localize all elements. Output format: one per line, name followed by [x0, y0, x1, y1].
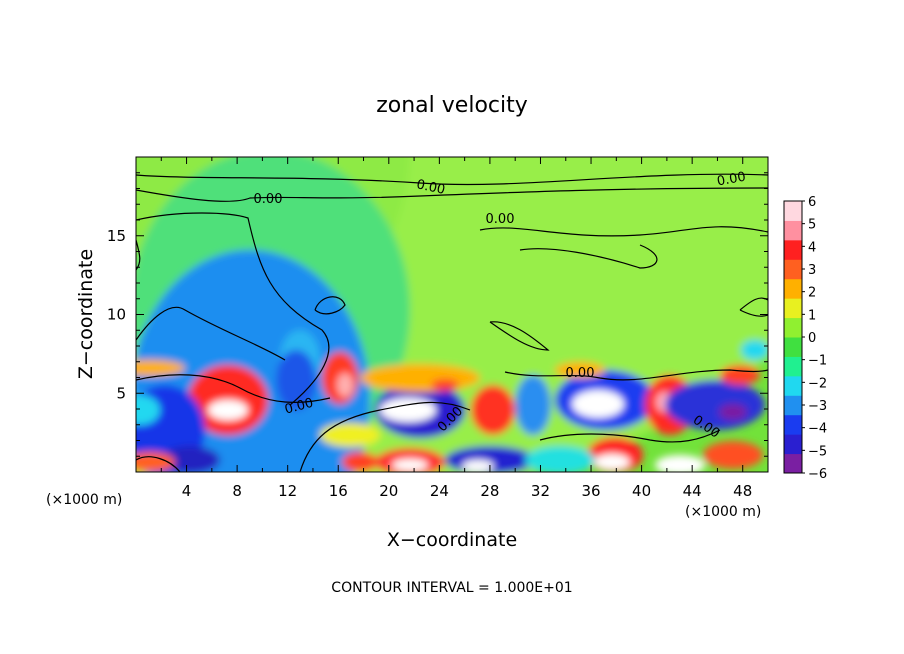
colorbar-label: −2 [808, 376, 827, 391]
field-blob [555, 362, 605, 378]
field-blob [136, 360, 185, 376]
colorbar-swatch [784, 239, 802, 260]
x-tick-label: 44 [683, 482, 702, 500]
x-tick-label: 4 [182, 482, 192, 500]
field-blob [471, 385, 515, 435]
field-blob [741, 340, 768, 360]
x-tick-label: 40 [632, 482, 651, 500]
colorbar-label: 2 [808, 286, 816, 301]
field-blob [462, 460, 494, 472]
contour-line [314, 296, 346, 315]
colorbar-swatch [784, 356, 802, 377]
colorbar-label: 0 [808, 331, 816, 346]
field-blob [160, 446, 220, 472]
x-tick-label: 28 [480, 482, 499, 500]
colorbar-swatch [784, 375, 802, 396]
contour-line [299, 401, 471, 472]
colorbar-label: −1 [808, 354, 827, 369]
x-tick-label: 24 [430, 482, 449, 500]
colorbar-swatch [784, 201, 802, 221]
field-blob [320, 423, 380, 447]
contour-line [136, 239, 141, 271]
colorbar-label: 5 [808, 218, 816, 233]
field-blob [665, 380, 765, 430]
contour-label: 0.00 [486, 212, 515, 227]
field-blob [276, 350, 316, 410]
contour-line [504, 369, 768, 381]
colorbar-swatch [784, 220, 802, 241]
contour-label: 0.00 [716, 170, 747, 190]
contour-line [136, 456, 181, 472]
contour-label: 0.00 [566, 366, 595, 381]
field-blob [337, 373, 353, 397]
field-blob [392, 459, 428, 471]
contour-label: 0.00 [283, 396, 315, 418]
field-blob [360, 364, 480, 392]
colorbar-label: 3 [808, 263, 816, 278]
field-blob [380, 398, 436, 422]
x-tick-label: 20 [379, 482, 398, 500]
colorbar-label: −5 [808, 444, 827, 459]
contour-line [136, 212, 330, 406]
x-axis: 4 8 12 16 20 24 28 32 36 40 44 48 [160, 157, 752, 500]
x-tick-label: 12 [278, 482, 297, 500]
colorbar-label: 1 [808, 308, 816, 323]
y-tick-label: 15 [107, 227, 126, 245]
x-tick-label: 8 [232, 482, 242, 500]
contour-label: 0.00 [254, 192, 283, 207]
colorbar-label: 4 [808, 240, 816, 255]
x-tick-label: 48 [733, 482, 752, 500]
field-blob [136, 395, 160, 425]
colorbar-label: −6 [808, 467, 827, 482]
colorbar-swatch [784, 453, 802, 474]
field-blob [594, 454, 630, 470]
contour-line [136, 374, 331, 403]
colorbar-swatch [784, 337, 802, 357]
field-blob [342, 452, 378, 472]
field-blob [208, 400, 248, 420]
field-blob [719, 404, 747, 420]
y-axis-label: Z−coordinate [75, 249, 97, 379]
contour-line [539, 429, 721, 443]
contour-line [479, 226, 768, 237]
field-anomalies [136, 157, 768, 472]
contour-interval-note: CONTOUR INTERVAL = 1.000E+01 [331, 580, 572, 596]
contour-line [136, 306, 286, 361]
colorbar: 6 5 4 3 2 1 0 −1 −2 −3 −4 −5 −6 [783, 195, 827, 482]
x-tick-label: 36 [581, 482, 600, 500]
x-unit-label-right: (×1000 m) [685, 504, 761, 520]
colorbar-label: −3 [808, 399, 827, 414]
colorbar-swatch [784, 298, 802, 319]
field-blob [431, 379, 459, 391]
chart-title: zonal velocity [376, 93, 528, 118]
x-tick-label: 16 [329, 482, 348, 500]
colorbar-label: −4 [808, 422, 827, 437]
field-blob [525, 446, 595, 472]
colorbar-swatch [784, 259, 802, 280]
contour-label: 0.00 [415, 177, 446, 198]
velocity-field [136, 157, 768, 472]
colorbar-swatch [784, 317, 802, 338]
colorbar-swatch [784, 414, 802, 435]
plot-area: 0.000.00 0.000.000.000.000.00 0.00 [135, 156, 769, 473]
field-blob [515, 375, 551, 435]
contour-line [136, 187, 768, 202]
field-blob [720, 365, 760, 385]
x-tick-label: 32 [531, 482, 550, 500]
contour-line [519, 244, 658, 269]
contour-line [489, 321, 550, 351]
y-tick-label: 10 [107, 306, 126, 324]
colorbar-swatch [784, 278, 802, 299]
field-blob [703, 441, 763, 469]
colorbar-swatch [784, 395, 802, 416]
contour-line [136, 173, 768, 186]
y-tick-label: 5 [116, 384, 126, 402]
y-axis: 5 10 15 [107, 172, 768, 457]
x-unit-label-left: (×1000 m) [46, 492, 122, 508]
x-axis-label: X−coordinate [387, 529, 517, 551]
colorbar-swatch [784, 434, 802, 455]
field-blob [572, 390, 624, 418]
colorbar-label: 6 [808, 195, 816, 210]
